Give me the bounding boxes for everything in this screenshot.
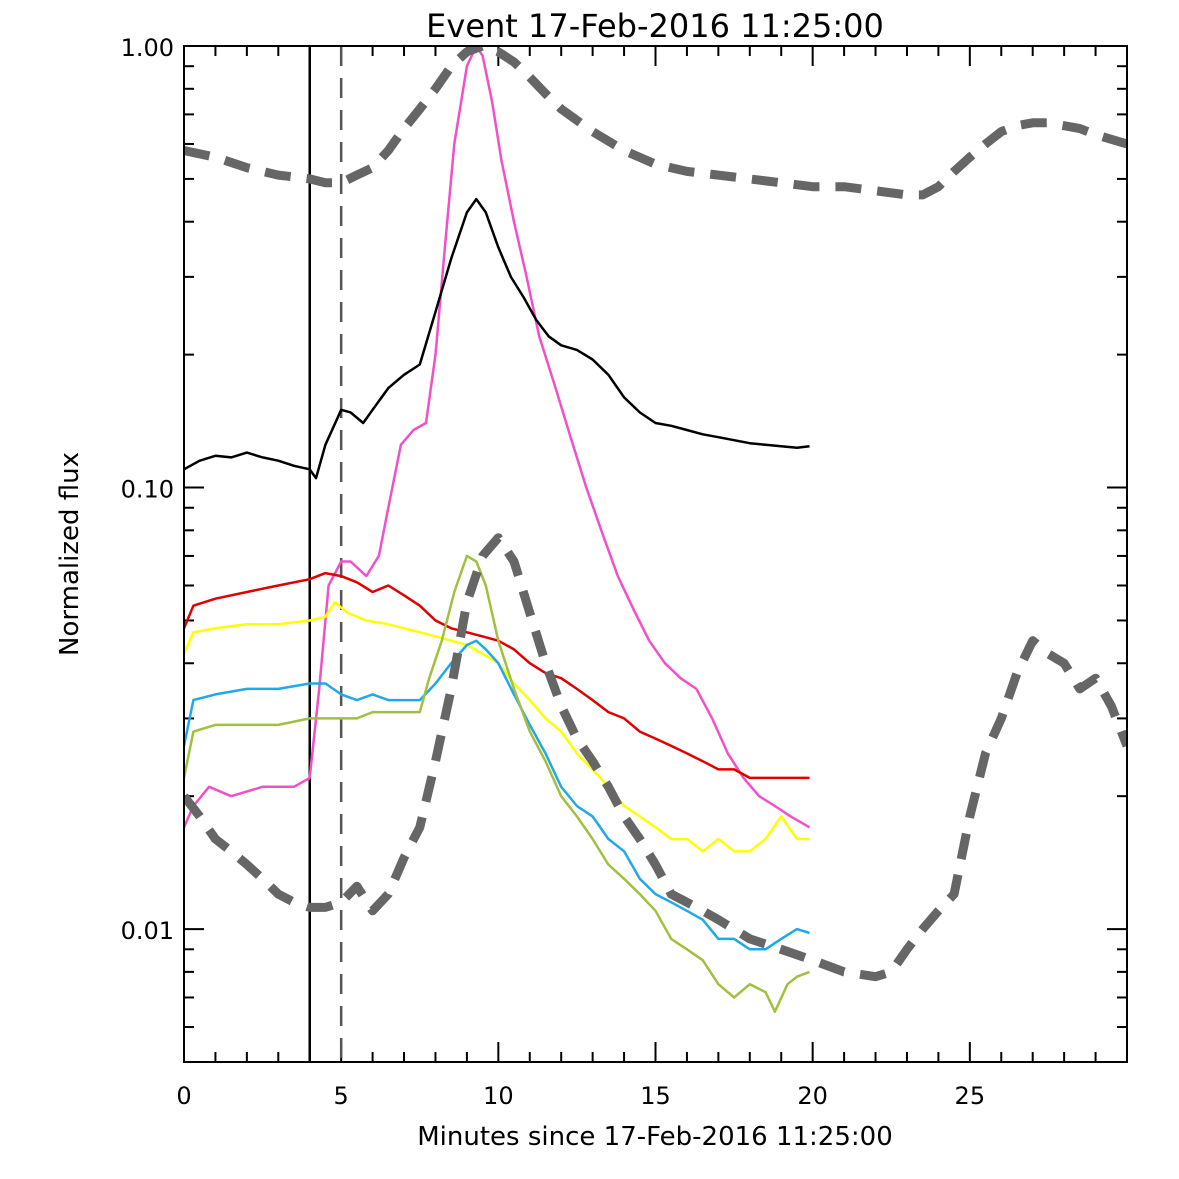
series-line-4 (184, 600, 810, 853)
ticks: 0 5 10 15 20 25 0.01 0.10 1.00 (121, 34, 1128, 1110)
x-tick-label: 25 (955, 1082, 986, 1110)
x-tick-label: 5 (334, 1082, 349, 1110)
plot-frame (183, 45, 1128, 1063)
series-line-7 (184, 46, 1127, 200)
marker-lines (308, 46, 343, 1062)
series-line-8 (184, 533, 1127, 982)
y-axis-label: Normalized flux (55, 452, 85, 656)
y-tick-label: 0.10 (121, 476, 174, 504)
y-tick-label: 0.01 (121, 917, 174, 945)
chart-title: Event 17-Feb-2016 11:25:00 (426, 7, 884, 45)
series-line-2 (184, 197, 810, 480)
series-group (184, 46, 1127, 1013)
x-tick-label: 15 (640, 1082, 671, 1110)
x-tick-label: 20 (797, 1082, 828, 1110)
series-line-1 (184, 46, 811, 829)
series-line-6 (184, 554, 810, 1013)
series-line-5 (184, 639, 810, 951)
series-line-3 (184, 571, 810, 780)
x-axis-label: Minutes since 17-Feb-2016 11:25:00 (417, 1122, 893, 1152)
x-tick-label: 10 (483, 1082, 514, 1110)
y-tick-label: 1.00 (121, 34, 174, 62)
x-tick-label: 0 (176, 1082, 191, 1110)
